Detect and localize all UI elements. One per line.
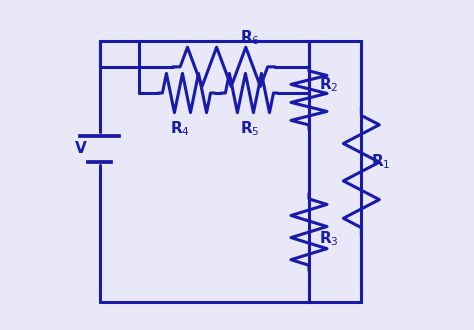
Text: V: V xyxy=(75,141,86,156)
Text: R$_5$: R$_5$ xyxy=(240,119,259,138)
Text: R$_6$: R$_6$ xyxy=(240,28,260,47)
Text: R$_1$: R$_1$ xyxy=(371,152,391,171)
Text: R$_4$: R$_4$ xyxy=(170,119,190,138)
Text: R$_3$: R$_3$ xyxy=(319,229,338,248)
Text: R$_2$: R$_2$ xyxy=(319,76,338,94)
